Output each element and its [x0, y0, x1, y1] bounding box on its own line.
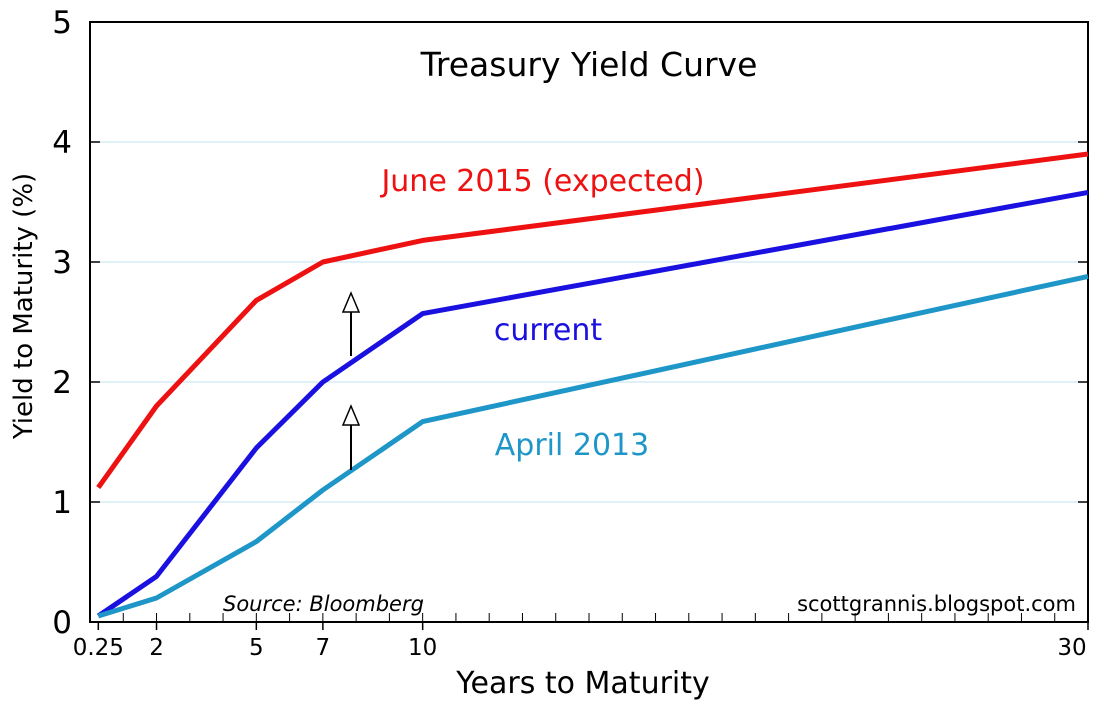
x-tick-label: 7: [316, 635, 331, 661]
x-tick-label: 10: [408, 635, 437, 661]
y-axis: 0 1 2 3 4 5: [52, 5, 1088, 641]
credit-note: scottgrannis.blogspot.com: [797, 592, 1076, 616]
x-axis-label: Years to Maturity: [455, 666, 710, 701]
series-label-current: current: [494, 313, 602, 348]
y-tick-label: 5: [52, 5, 72, 41]
series-line-2: [97, 273, 1089, 619]
x-tick-label: 30: [1057, 635, 1086, 661]
series-line-0: [96, 151, 1089, 490]
series-line-1: [96, 189, 1089, 619]
chart-title: Treasury Yield Curve: [420, 45, 758, 84]
x-tick-label: 2: [149, 635, 164, 661]
y-tick-label: 1: [52, 485, 72, 521]
x-minor-ticks: [122, 613, 1056, 622]
arrow-upper: [341, 291, 361, 356]
series-label-april-2013: April 2013: [495, 428, 649, 463]
y-tick-label: 0: [52, 605, 72, 641]
plot-area: [89, 21, 1089, 623]
y-axis-label: Yield to Maturity (%): [9, 173, 39, 440]
x-tick-label: 5: [249, 635, 264, 661]
gridlines: [90, 141, 1088, 503]
x-tick-label: 0.25: [73, 635, 124, 661]
source-note: Source: Bloomberg: [223, 592, 424, 616]
series-lines: [96, 151, 1089, 619]
arrow-lower: [341, 404, 361, 470]
series-label-june-2015: June 2015 (expected): [379, 164, 704, 199]
y-tick-label: 2: [52, 365, 72, 401]
y-tick-label: 3: [52, 245, 72, 281]
x-axis: 0.25 2 5 7 10 30: [73, 622, 1089, 661]
y-tick-label: 4: [52, 125, 72, 161]
